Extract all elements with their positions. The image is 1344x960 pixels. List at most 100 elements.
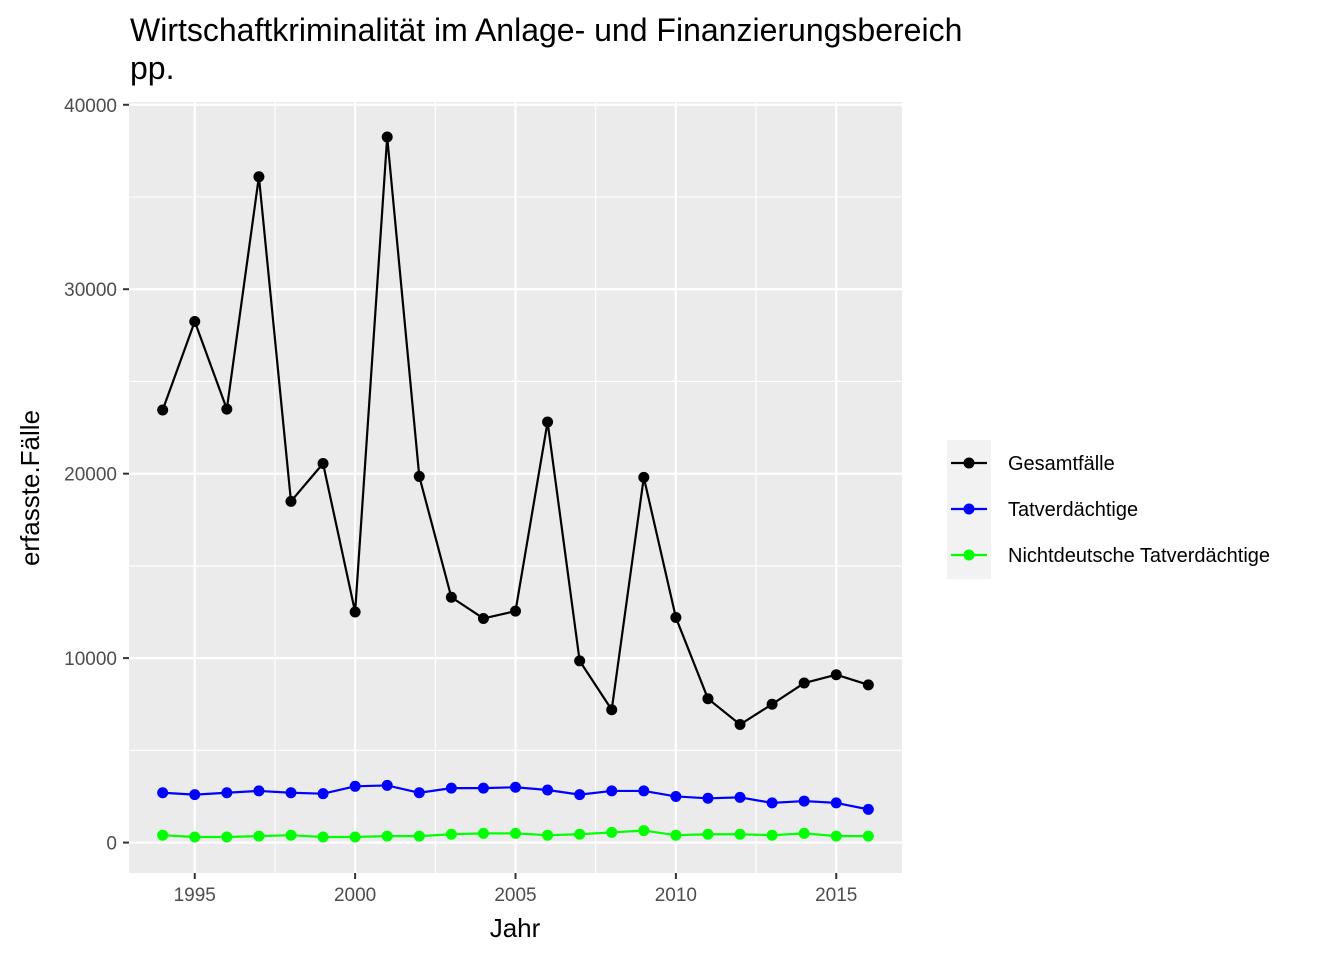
x-tick-label: 2010	[655, 885, 697, 906]
data-point	[734, 828, 746, 840]
legend: Gesamtfälle Tatverdächtige Nichtdeutsche T…	[947, 440, 1270, 579]
data-point	[670, 829, 682, 841]
data-point	[477, 782, 489, 794]
data-point	[830, 669, 842, 681]
data-point	[510, 781, 521, 793]
data-point	[413, 787, 425, 799]
data-point	[606, 826, 618, 838]
data-point	[862, 803, 874, 815]
data-point	[317, 788, 329, 800]
x-tick-label: 2005	[494, 885, 536, 906]
data-point	[766, 797, 778, 809]
legend-key	[951, 503, 987, 515]
data-point	[285, 829, 297, 841]
data-point	[830, 797, 842, 809]
data-point	[574, 655, 586, 667]
y-axis-title: erfasste.Fälle	[15, 410, 45, 566]
chart-title-line-1: Wirtschaftkriminalität im Anlage- und Fi…	[130, 12, 963, 48]
data-point	[253, 830, 265, 842]
legend-label: Nichtdeutsche Tatverdächtige	[1008, 545, 1270, 567]
legend-key	[951, 549, 987, 561]
data-point	[413, 470, 425, 482]
data-point	[638, 471, 650, 483]
data-point	[221, 787, 233, 799]
data-point	[477, 612, 489, 624]
data-point	[221, 403, 233, 415]
data-point	[606, 704, 618, 716]
y-tick-label: 10000	[64, 649, 117, 670]
data-point	[157, 829, 169, 841]
data-point	[413, 830, 425, 842]
data-point	[702, 693, 714, 705]
series-0	[157, 131, 874, 731]
legend-key-point	[963, 549, 975, 561]
legend-label: Gesamtfälle	[1008, 453, 1115, 475]
y-tick-label: 20000	[64, 465, 117, 486]
legend-label: Tatverdächtige	[1008, 499, 1138, 521]
data-point	[253, 785, 265, 797]
data-point	[157, 404, 169, 416]
series-2	[157, 825, 874, 843]
data-point	[510, 605, 521, 617]
data-point	[349, 780, 361, 792]
x-axis-title: Jahr	[490, 913, 541, 943]
data-point	[381, 830, 393, 842]
data-point	[317, 831, 329, 843]
data-point	[734, 719, 746, 731]
data-point	[670, 612, 682, 624]
data-point	[445, 782, 457, 794]
data-point	[798, 795, 810, 807]
y-tick-label: 40000	[64, 96, 117, 117]
y-tick-label: 0	[106, 834, 117, 855]
data-point	[638, 825, 650, 837]
data-point	[574, 828, 586, 840]
data-point	[670, 790, 682, 802]
x-tick-label: 2000	[334, 885, 376, 906]
legend-key	[951, 457, 987, 469]
x-tick-label: 1995	[174, 885, 216, 906]
data-point	[574, 789, 586, 801]
data-point	[221, 831, 233, 843]
data-point	[798, 677, 810, 689]
data-point	[542, 784, 554, 796]
major-gridlines	[129, 102, 902, 873]
data-point	[766, 698, 778, 710]
data-point	[285, 495, 297, 507]
axes: 1995 2000 2005 2010 2015 0 10000 20000 30000 4000…	[64, 96, 857, 906]
data-point	[702, 792, 714, 804]
data-point	[253, 171, 265, 183]
y-tick-label: 30000	[64, 280, 117, 301]
data-point	[702, 828, 714, 840]
data-point	[445, 828, 457, 840]
chart-title-line-2: pp.	[130, 50, 175, 86]
data-point	[862, 679, 874, 691]
data-point	[734, 791, 746, 803]
series-layer	[157, 131, 874, 843]
data-point	[157, 787, 169, 799]
data-point	[381, 131, 393, 143]
data-point	[830, 830, 842, 842]
data-point	[317, 458, 329, 470]
data-point	[445, 591, 457, 603]
data-point	[189, 315, 201, 327]
data-point	[381, 779, 393, 791]
legend-key-point	[963, 503, 975, 515]
x-tick-label: 2015	[815, 885, 857, 906]
data-point	[606, 785, 618, 797]
data-point	[766, 829, 778, 841]
data-point	[189, 831, 201, 843]
data-point	[638, 785, 650, 797]
data-point	[477, 827, 489, 839]
data-point	[542, 829, 554, 841]
data-point	[189, 789, 201, 801]
data-point	[349, 831, 361, 843]
data-point	[542, 416, 554, 428]
legend-key-point	[963, 457, 975, 469]
data-point	[798, 827, 810, 839]
data-point	[510, 827, 521, 839]
data-point	[285, 787, 297, 799]
data-point	[862, 830, 874, 842]
series-1	[157, 779, 874, 815]
data-point	[349, 606, 361, 618]
